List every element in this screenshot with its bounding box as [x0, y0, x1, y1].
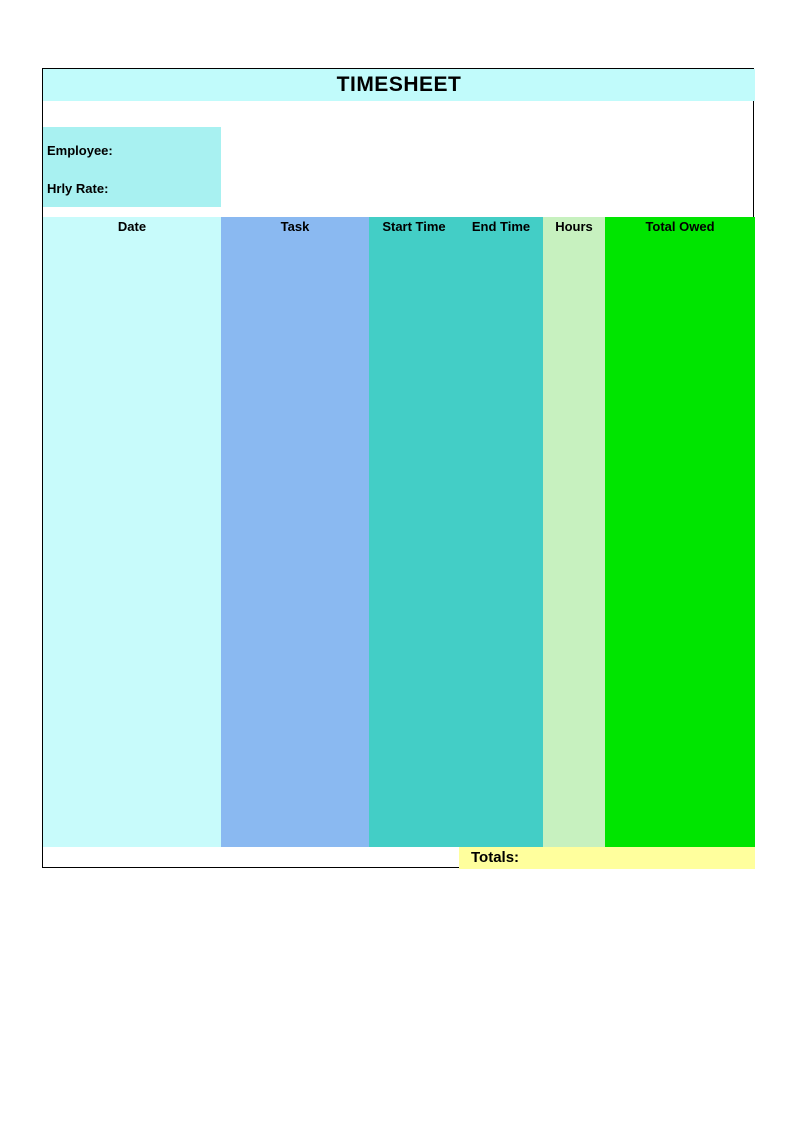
title-bar: TIMESHEET: [43, 69, 755, 101]
col-start-time: Start Time: [369, 217, 459, 847]
employee-label: Employee:: [47, 143, 113, 158]
col-hours: Hours: [543, 217, 605, 847]
timesheet-table: Date Task Start Time End Time Hours Tota…: [43, 217, 755, 847]
col-end-header: End Time: [459, 219, 543, 234]
hourly-rate-label: Hrly Rate:: [47, 181, 108, 196]
col-date: Date: [43, 217, 221, 847]
col-task-header: Task: [221, 219, 369, 234]
col-date-header: Date: [43, 219, 221, 234]
col-end-time: End Time: [459, 217, 543, 847]
col-total-header: Total Owed: [605, 219, 755, 234]
timesheet-frame: TIMESHEET Employee: Hrly Rate: Date Task…: [42, 68, 754, 868]
col-task: Task: [221, 217, 369, 847]
totals-row: Totals:: [459, 847, 755, 869]
col-total-owed: Total Owed: [605, 217, 755, 847]
col-hours-header: Hours: [543, 219, 605, 234]
col-start-header: Start Time: [369, 219, 459, 234]
employee-info-box: Employee: Hrly Rate:: [43, 127, 221, 207]
